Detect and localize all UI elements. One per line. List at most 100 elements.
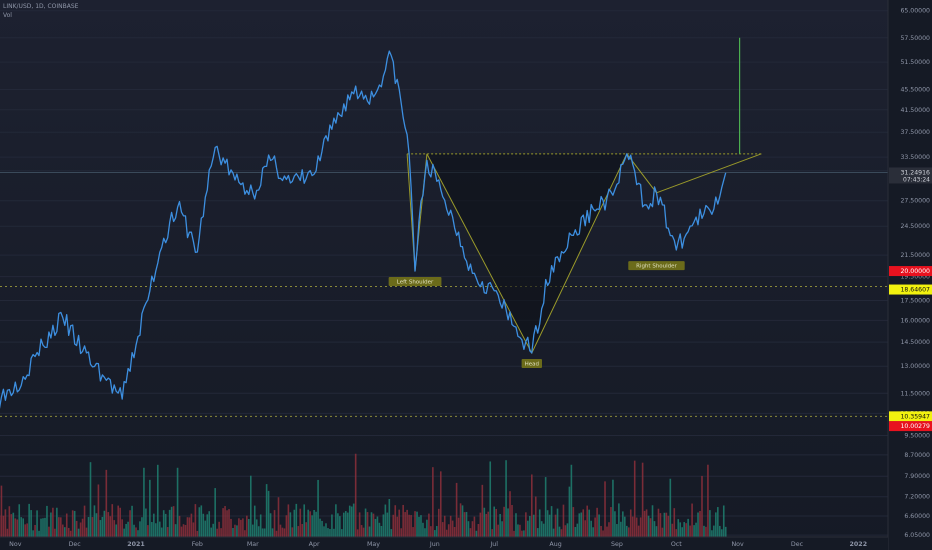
volume-bar <box>491 529 494 537</box>
volume-bar <box>309 511 311 537</box>
volume-bar <box>123 528 125 537</box>
volume-bar <box>358 512 361 537</box>
volume-bar <box>675 529 678 537</box>
volume-bar <box>83 505 86 537</box>
volume-bar <box>598 514 600 537</box>
volume-bar <box>283 528 286 537</box>
volume-bar <box>420 515 422 537</box>
y-tick-label: 65.00000 <box>900 8 930 15</box>
volume-bar <box>717 507 719 537</box>
volume-bar <box>65 513 68 537</box>
volume-bar <box>402 504 404 537</box>
volume-bar <box>562 504 565 537</box>
volume-bar <box>71 510 74 537</box>
volume-bar <box>691 503 693 537</box>
y-tick-label: 16.00000 <box>900 317 930 324</box>
volume-bar <box>439 471 442 537</box>
volume-bar <box>622 511 624 537</box>
price-label-badge: 18.64607 <box>889 284 932 295</box>
volume-bar <box>218 521 220 537</box>
price-line <box>0 50 727 409</box>
volume-bar <box>538 509 541 537</box>
volume-bar <box>719 525 721 537</box>
volume-bar <box>378 522 381 537</box>
volume-bar <box>261 528 264 537</box>
volume-bar <box>467 521 470 537</box>
pattern-label-text: Head <box>525 362 539 368</box>
volume-bar <box>313 509 315 537</box>
volume-bar <box>319 518 321 537</box>
volume-bar <box>639 517 642 537</box>
volume-bar <box>546 510 549 537</box>
volume-bar <box>287 504 290 537</box>
volume-bar <box>79 522 82 537</box>
volume-bar <box>677 519 680 537</box>
volume-bar <box>63 527 66 537</box>
pattern-label: Head <box>521 359 542 369</box>
volume-bar <box>354 453 357 537</box>
volume-bar <box>525 512 527 537</box>
volume-bar <box>447 524 450 537</box>
volume-bar <box>641 462 644 537</box>
volume-bar <box>192 522 195 537</box>
volume-bar <box>384 504 387 537</box>
volume-bar <box>441 522 444 537</box>
volume-bar <box>386 512 389 537</box>
time-axis-bg <box>0 537 888 550</box>
volume-bar <box>127 521 129 537</box>
volume-bar <box>224 506 226 537</box>
volume-bar <box>93 505 96 537</box>
volume-bar <box>720 529 723 537</box>
volume-bar <box>220 528 222 537</box>
volume-bar <box>703 525 705 537</box>
volume-bar <box>408 514 410 537</box>
x-tick-label: Mar <box>247 541 259 548</box>
y-tick-label: 24.50000 <box>900 223 930 230</box>
volume-bar <box>188 517 191 537</box>
symbol-title[interactable]: LINK/USD, 1D, COINBASE <box>3 3 79 10</box>
volume-bar <box>277 497 280 537</box>
volume-bar <box>625 525 628 537</box>
volume-bar <box>627 527 630 537</box>
volume-indicator-label[interactable]: Vol <box>3 12 12 19</box>
volume-bar <box>153 513 155 537</box>
x-tick-label: Dec <box>791 541 804 548</box>
volume-bar <box>263 528 266 537</box>
volume-bar <box>629 509 632 537</box>
volume-bar <box>46 505 48 537</box>
volume-bar <box>521 530 523 537</box>
volume-bar <box>77 528 80 537</box>
y-tick-label: 7.20000 <box>904 494 930 501</box>
volume-bar <box>364 508 367 537</box>
price-label-bg <box>889 284 932 295</box>
volume-bar <box>388 499 391 537</box>
volume-bar <box>111 504 114 537</box>
volume-bar <box>40 518 42 537</box>
volume-bar <box>570 464 573 537</box>
volume-bar <box>317 479 319 537</box>
x-tick-label: Oct <box>671 541 682 548</box>
volume-bar <box>503 506 505 537</box>
volume-bar <box>212 523 214 537</box>
volume-bar <box>52 507 54 537</box>
volume-bar <box>32 530 34 537</box>
volume-bar <box>121 519 123 537</box>
volume-bar <box>244 530 246 537</box>
volume-bar <box>44 517 46 537</box>
volume-bar <box>699 510 701 537</box>
y-tick-label: 21.50000 <box>900 252 930 259</box>
volume-bar <box>707 464 709 537</box>
volume-bar <box>374 518 377 537</box>
volume-bar <box>392 514 395 537</box>
volume-bar <box>540 521 543 537</box>
volume-bar <box>673 508 676 537</box>
volume-bar <box>471 521 474 537</box>
x-tick-label: Feb <box>192 541 203 548</box>
x-tick-label: Jun <box>429 541 440 548</box>
volume-bar <box>560 529 563 537</box>
volume-bar <box>182 524 185 537</box>
volume-bar <box>131 505 133 537</box>
volume-bar <box>222 508 224 537</box>
volume-bar <box>107 512 110 537</box>
